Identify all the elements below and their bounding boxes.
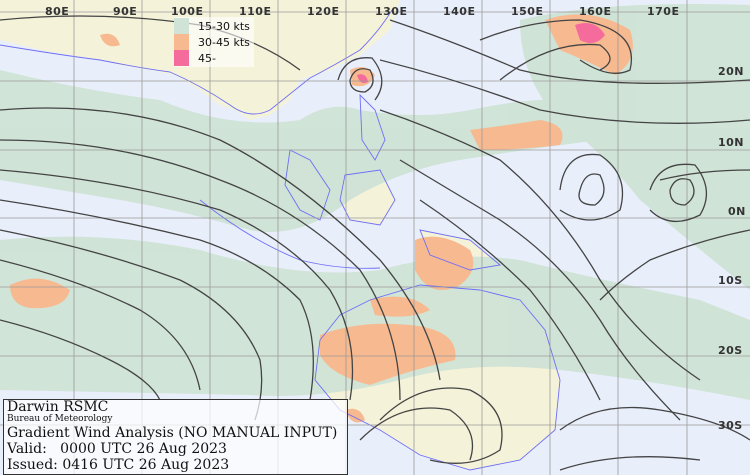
latitude-label: 30S xyxy=(718,419,743,432)
issued-time: Issued: 0416 UTC 26 Aug 2023 xyxy=(7,457,230,473)
legend-swatch xyxy=(174,18,189,34)
streamlines xyxy=(0,15,750,471)
valid-time: Valid: 0000 UTC 26 Aug 2023 xyxy=(7,441,227,457)
legend-label: 45- xyxy=(198,51,216,65)
longitude-label: 160E xyxy=(579,5,612,18)
product-title: Gradient Wind Analysis (NO MANUAL INPUT) xyxy=(7,425,338,441)
longitude-label: 120E xyxy=(307,5,340,18)
legend-label: 30-45 kts xyxy=(198,35,250,49)
legend-item: 30-45 kts xyxy=(174,34,250,50)
wind-speed-legend: 15-30 kts 30-45 kts 45- xyxy=(174,17,254,67)
latitude-label: 20S xyxy=(718,344,743,357)
longitude-label: 170E xyxy=(647,5,680,18)
longitude-label: 80E xyxy=(45,5,70,18)
latitude-label: 10S xyxy=(718,274,743,287)
latitude-label: 20N xyxy=(718,65,745,78)
latitude-label: 10N xyxy=(718,136,745,149)
legend-item: 15-30 kts xyxy=(174,18,250,34)
coastlines xyxy=(0,9,561,471)
legend-label: 15-30 kts xyxy=(198,19,250,33)
legend-item: 45- xyxy=(174,50,250,66)
latitude-label: 0N xyxy=(728,205,746,218)
centre-name: Darwin RSMC xyxy=(7,399,109,415)
longitude-label: 110E xyxy=(239,5,272,18)
longitude-label: 130E xyxy=(375,5,408,18)
wind-30-45-kts-areas xyxy=(10,14,633,423)
longitude-label: 90E xyxy=(113,5,138,18)
longitude-label: 100E xyxy=(171,5,204,18)
longitude-label: 140E xyxy=(443,5,476,18)
legend-swatch xyxy=(174,50,189,66)
agency-name: Bureau of Meteorology xyxy=(7,414,113,424)
legend-swatch xyxy=(174,34,189,50)
product-info-box: Darwin RSMC Bureau of Meteorology Gradie… xyxy=(3,399,348,475)
longitude-label: 150E xyxy=(511,5,544,18)
